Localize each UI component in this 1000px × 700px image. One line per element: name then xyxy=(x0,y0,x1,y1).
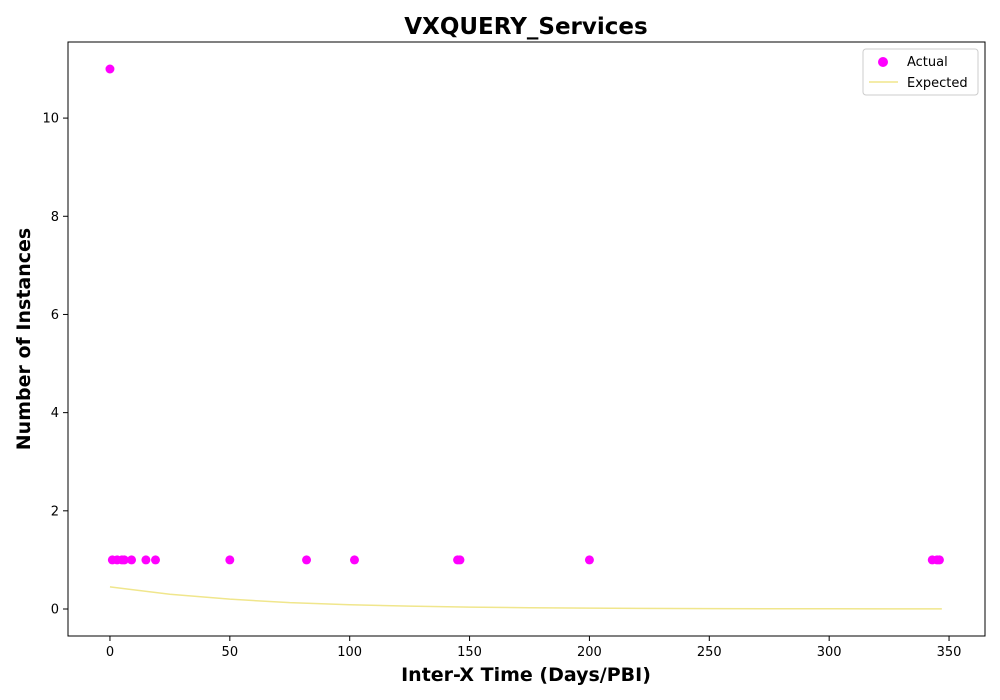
x-tick-label: 250 xyxy=(697,645,722,660)
x-tick-label: 300 xyxy=(817,645,842,660)
data-point-actual xyxy=(302,555,312,565)
x-tick-label: 200 xyxy=(577,645,602,660)
x-tick-label: 150 xyxy=(457,645,482,660)
legend-marker-actual xyxy=(878,57,888,67)
y-axis: 0 2 4 6 8 10 xyxy=(42,112,68,618)
data-point-actual xyxy=(225,555,235,565)
y-tick-label: 8 xyxy=(51,210,59,225)
data-point-actual xyxy=(127,555,137,565)
data-point-actual xyxy=(584,555,594,565)
x-tick-label: 350 xyxy=(937,645,962,660)
legend-frame xyxy=(862,48,979,96)
data-point-actual xyxy=(349,555,359,565)
legend-label-expected: Expected xyxy=(907,76,968,91)
series-line-expected xyxy=(109,586,942,610)
y-tick-label: 4 xyxy=(51,406,59,421)
y-tick-label: 6 xyxy=(51,308,59,323)
x-axis-label: Inter-X Time (Days/PBI) xyxy=(401,664,651,686)
y-tick-label: 0 xyxy=(51,603,59,618)
data-point-actual xyxy=(105,64,115,74)
legend: Actual Expected xyxy=(862,48,979,96)
data-point-actual xyxy=(141,555,151,565)
plot-area xyxy=(105,64,944,610)
x-tick-label: 100 xyxy=(337,645,362,660)
y-tick-label: 2 xyxy=(51,504,59,519)
data-point-actual xyxy=(119,555,129,565)
y-tick-label: 10 xyxy=(42,112,59,127)
y-axis-label: Number of Instances xyxy=(13,228,35,450)
plot-frame xyxy=(67,41,986,637)
data-point-actual xyxy=(455,555,465,565)
chart-title: VXQUERY_Services xyxy=(404,14,647,40)
x-axis: 0 50 100 150 200 250 300 350 xyxy=(106,636,962,660)
x-tick-label: 50 xyxy=(222,645,239,660)
data-point-actual xyxy=(151,555,161,565)
x-tick-label: 0 xyxy=(106,645,114,660)
data-point-actual xyxy=(934,555,944,565)
legend-label-actual: Actual xyxy=(907,55,948,70)
